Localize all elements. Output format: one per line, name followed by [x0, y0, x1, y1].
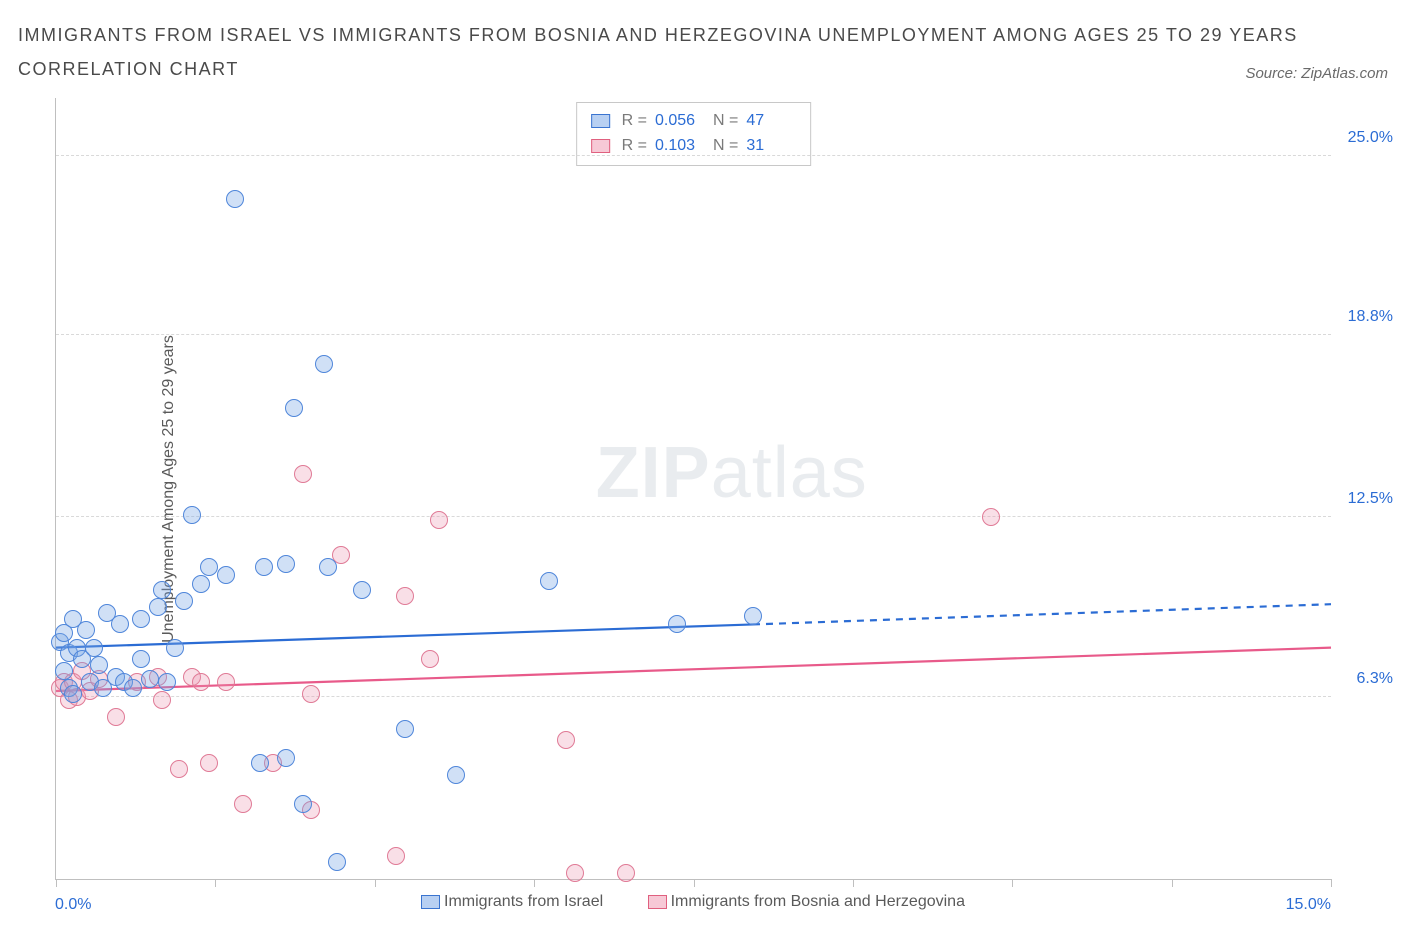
trend-lines	[56, 98, 1331, 879]
point-series-a	[251, 754, 269, 772]
point-series-b	[170, 760, 188, 778]
point-series-b	[430, 511, 448, 529]
point-series-a	[277, 749, 295, 767]
series-a-name: Immigrants from Israel	[444, 893, 603, 911]
point-series-a	[153, 581, 171, 599]
point-series-a	[255, 558, 273, 576]
point-series-a	[124, 679, 142, 697]
point-series-a	[447, 766, 465, 784]
x-tick	[1331, 879, 1332, 887]
point-series-a	[132, 610, 150, 628]
point-series-a	[217, 566, 235, 584]
source-label: Source: ZipAtlas.com	[1245, 65, 1388, 82]
swatch-series-a-icon	[421, 895, 440, 909]
point-series-a	[540, 572, 558, 590]
plot-area: ZIPatlas R = 0.056 N = 47 R = 0.103 N = …	[55, 98, 1331, 880]
x-tick	[1012, 879, 1013, 887]
point-series-b	[421, 650, 439, 668]
point-series-a	[175, 592, 193, 610]
point-series-a	[328, 853, 346, 871]
point-series-a	[166, 639, 184, 657]
point-series-a	[668, 615, 686, 633]
point-series-a	[183, 506, 201, 524]
point-series-a	[200, 558, 218, 576]
point-series-a	[294, 795, 312, 813]
gridline	[56, 516, 1331, 517]
point-series-a	[90, 656, 108, 674]
point-series-a	[111, 615, 129, 633]
point-series-a	[77, 621, 95, 639]
legend-item-b: Immigrants from Bosnia and Herzegovina	[648, 893, 965, 911]
y-tick-label: 25.0%	[1348, 129, 1393, 147]
point-series-a	[64, 685, 82, 703]
y-tick-label: 6.3%	[1357, 670, 1393, 688]
point-series-a	[396, 720, 414, 738]
point-series-b	[192, 673, 210, 691]
point-series-a	[226, 190, 244, 208]
point-series-b	[396, 587, 414, 605]
point-series-b	[200, 754, 218, 772]
point-series-b	[387, 847, 405, 865]
point-series-b	[557, 731, 575, 749]
legend-item-a: Immigrants from Israel	[421, 893, 603, 911]
x-tick	[853, 879, 854, 887]
point-series-a	[277, 555, 295, 573]
series-b-name: Immigrants from Bosnia and Herzegovina	[671, 893, 965, 911]
point-series-a	[149, 598, 167, 616]
point-series-b	[107, 708, 125, 726]
point-series-a	[744, 607, 762, 625]
point-series-b	[302, 685, 320, 703]
x-tick	[694, 879, 695, 887]
y-tick-label: 12.5%	[1348, 490, 1393, 508]
point-series-a	[315, 355, 333, 373]
x-tick	[215, 879, 216, 887]
point-series-a	[353, 581, 371, 599]
swatch-series-b-icon	[648, 895, 667, 909]
point-series-b	[617, 864, 635, 882]
plot-wrap: Unemployment Among Ages 25 to 29 years Z…	[55, 98, 1331, 880]
x-tick	[375, 879, 376, 887]
series-legend: Immigrants from Israel Immigrants from B…	[55, 893, 1331, 914]
point-series-a	[85, 639, 103, 657]
point-series-b	[234, 795, 252, 813]
point-series-a	[319, 558, 337, 576]
point-series-b	[982, 508, 1000, 526]
point-series-a	[55, 662, 73, 680]
x-tick	[56, 879, 57, 887]
gridline	[56, 334, 1331, 335]
point-series-a	[158, 673, 176, 691]
point-series-b	[153, 691, 171, 709]
point-series-a	[192, 575, 210, 593]
x-tick	[534, 879, 535, 887]
x-tick	[1172, 879, 1173, 887]
chart-title: IMMIGRANTS FROM ISRAEL VS IMMIGRANTS FRO…	[18, 18, 1388, 86]
point-series-b	[294, 465, 312, 483]
point-series-b	[566, 864, 584, 882]
point-series-a	[132, 650, 150, 668]
point-series-a	[141, 670, 159, 688]
gridline	[56, 696, 1331, 697]
point-series-b	[217, 673, 235, 691]
gridline	[56, 155, 1331, 156]
point-series-a	[285, 399, 303, 417]
y-tick-label: 18.8%	[1348, 308, 1393, 326]
